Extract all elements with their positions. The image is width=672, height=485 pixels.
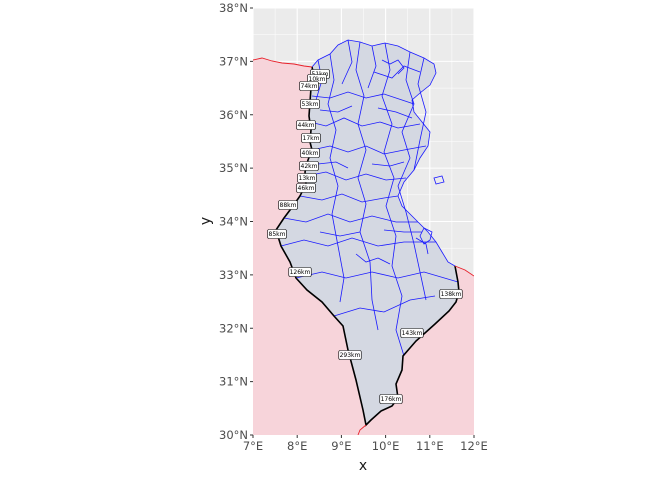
- label-box: [296, 183, 316, 193]
- label-text: 42km: [301, 163, 318, 170]
- label-text: 88km: [280, 202, 297, 209]
- border-segment-label: 17km: [301, 133, 321, 143]
- label-text: 44km: [298, 122, 315, 129]
- y-tick-label: 31°N: [219, 375, 248, 389]
- border-segment-label: 40km: [300, 148, 320, 158]
- border-segment-label: 74km: [299, 81, 319, 91]
- label-box: [278, 200, 298, 210]
- libya-region: [358, 266, 474, 435]
- label-text: 46km: [298, 185, 315, 192]
- label-text: 138km: [441, 291, 462, 298]
- label-text: 85km: [269, 231, 286, 238]
- border-segment-label: 293km: [338, 350, 362, 360]
- x-tick-label: 8°E: [287, 439, 307, 453]
- x-axis: 7°E 8°E 9°E 10°E 11°E 12°E: [243, 435, 488, 453]
- map-panel: 51km10km74km53km44km17km40km42km13km46km…: [253, 8, 474, 435]
- border-segment-label: 13km: [297, 173, 317, 183]
- algeria-edge-line: [357, 424, 367, 435]
- y-tick-label: 37°N: [219, 54, 248, 68]
- x-tick-label: 10°E: [372, 439, 400, 453]
- label-text: 143km: [402, 330, 423, 337]
- y-tick-label: 38°N: [219, 1, 248, 15]
- label-box: [299, 81, 319, 91]
- x-tick-label: 9°E: [331, 439, 351, 453]
- label-box: [379, 394, 403, 404]
- y-tick-label: 35°N: [219, 161, 248, 175]
- label-text: 126km: [290, 269, 311, 276]
- libya-coastline: [454, 265, 474, 277]
- label-text: 53km: [302, 101, 319, 108]
- tunisia-land-border: [275, 66, 460, 427]
- border-segment-labels: 51km10km74km53km44km17km40km42km13km46km…: [267, 69, 463, 404]
- label-text: 40km: [302, 150, 319, 157]
- label-text: 10km: [309, 76, 326, 83]
- y-tick-label: 33°N: [219, 268, 248, 282]
- label-box: [299, 161, 319, 171]
- border-segment-label: 138km: [439, 289, 463, 299]
- border-segment-label: 85km: [267, 229, 287, 239]
- y-tick-label: 32°N: [219, 321, 248, 335]
- label-text: 17km: [303, 135, 320, 142]
- x-tick-label: 12°E: [460, 439, 488, 453]
- label-box: [338, 350, 362, 360]
- label-text: 293km: [340, 352, 361, 359]
- algeria-region: [253, 58, 366, 435]
- x-axis-title: x: [359, 458, 367, 474]
- y-tick-label: 36°N: [219, 108, 248, 122]
- label-box: [439, 289, 463, 299]
- label-box: [400, 328, 424, 338]
- y-axis: 30°N 31°N 32°N 33°N 34°N 35°N 36°N 37°N 38°N: [219, 1, 253, 442]
- x-tick-label: 11°E: [416, 439, 444, 453]
- border-segment-label: 53km: [300, 99, 320, 109]
- algeria-coastline: [253, 57, 313, 68]
- label-text: 74km: [301, 83, 318, 90]
- label-box: [301, 133, 321, 143]
- border-segment-label: 88km: [278, 200, 298, 210]
- border-segment-label: 143km: [400, 328, 424, 338]
- label-box: [288, 267, 312, 277]
- administrative-boundaries: [280, 39, 459, 357]
- label-box: [300, 99, 320, 109]
- border-segment-label: 126km: [288, 267, 312, 277]
- label-text: 176km: [381, 396, 402, 403]
- label-box: [267, 229, 287, 239]
- border-segment-label: 42km: [299, 161, 319, 171]
- label-box: [297, 173, 317, 183]
- label-box: [296, 120, 316, 130]
- border-segment-label: 44km: [296, 120, 316, 130]
- y-tick-label: 34°N: [219, 215, 248, 229]
- y-axis-title: y: [198, 217, 214, 225]
- label-text: 13km: [299, 175, 316, 182]
- label-box: [300, 148, 320, 158]
- y-tick-label: 30°N: [219, 428, 248, 442]
- x-tick-label: 7°E: [243, 439, 263, 453]
- border-segment-label: 46km: [296, 183, 316, 193]
- border-segment-label: 176km: [379, 394, 403, 404]
